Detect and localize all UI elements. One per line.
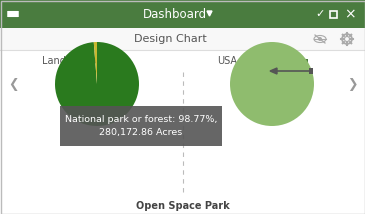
Circle shape — [318, 37, 322, 41]
Text: Design Chart: Design Chart — [134, 34, 206, 44]
Text: ×: × — [344, 7, 356, 21]
Bar — [294, 59, 298, 63]
Bar — [330, 11, 337, 18]
Text: ❮: ❮ — [8, 77, 18, 91]
Bar — [120, 58, 124, 64]
Text: ✓: ✓ — [315, 9, 325, 19]
Wedge shape — [94, 42, 97, 84]
Wedge shape — [230, 42, 314, 126]
Text: USA_Parks: USA_Parks — [218, 56, 269, 67]
Wedge shape — [55, 42, 139, 126]
Bar — [0, 0, 365, 28]
Polygon shape — [272, 58, 278, 63]
Bar — [60, 106, 222, 146]
Polygon shape — [270, 68, 277, 74]
Bar — [0, 28, 365, 50]
Bar — [115, 59, 119, 63]
Polygon shape — [92, 58, 98, 63]
Polygon shape — [207, 11, 212, 16]
Text: Land Use: Land Use — [42, 56, 88, 66]
Text: ❯: ❯ — [347, 77, 357, 91]
Text: Open Space Park: Open Space Park — [136, 201, 230, 211]
Bar — [125, 58, 129, 64]
Bar — [299, 58, 303, 64]
Bar — [304, 58, 308, 64]
Bar — [309, 68, 313, 74]
Text: Dashboard: Dashboard — [143, 7, 207, 21]
Text: 280,172.86 Acres: 280,172.86 Acres — [99, 128, 182, 138]
Text: National park or forest: 98.77%,: National park or forest: 98.77%, — [65, 114, 217, 123]
